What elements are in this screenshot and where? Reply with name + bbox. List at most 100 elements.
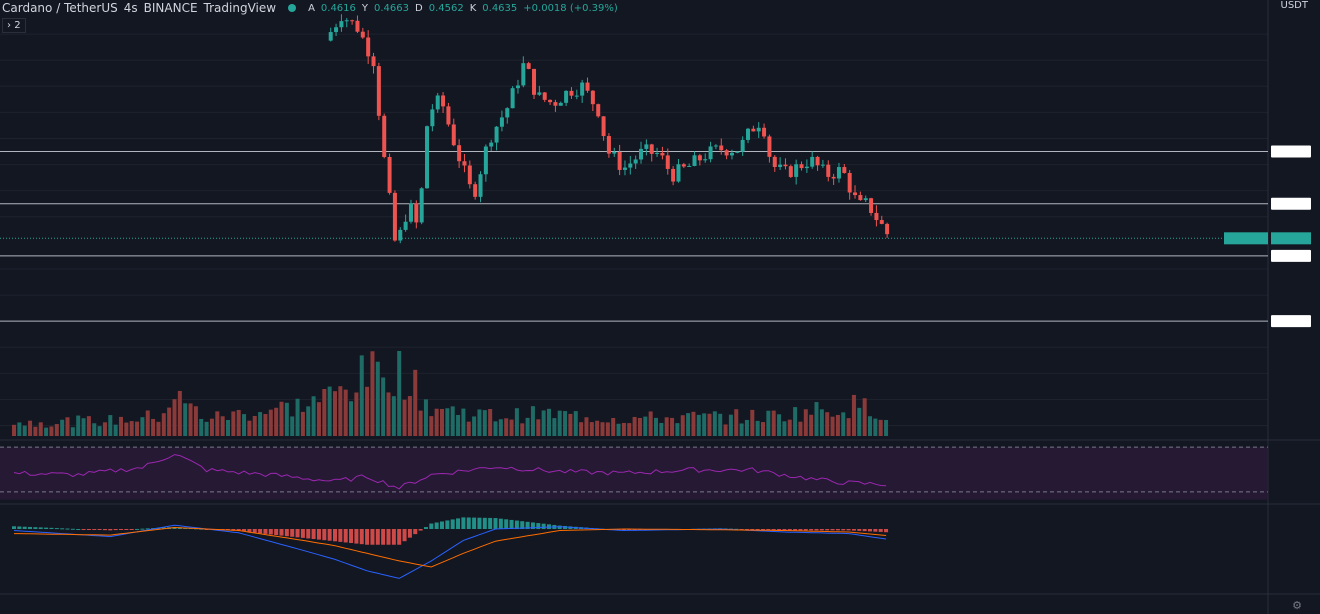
candle-body bbox=[762, 127, 767, 137]
candle-body bbox=[649, 144, 654, 154]
volume-bar bbox=[247, 420, 252, 436]
volume-bar bbox=[595, 420, 600, 436]
volume-bar bbox=[418, 410, 423, 436]
macd-histogram-bar bbox=[787, 529, 792, 531]
macd-histogram-bar bbox=[766, 529, 771, 530]
close-label: K bbox=[469, 2, 477, 14]
candle-body bbox=[430, 109, 435, 127]
macd-histogram-bar bbox=[252, 529, 257, 533]
chevron-icon: › bbox=[7, 20, 11, 31]
volume-bar bbox=[632, 416, 637, 436]
settings-gear-icon[interactable]: ⚙ bbox=[1292, 599, 1302, 612]
indicator-toggle[interactable]: › 2 bbox=[2, 18, 26, 33]
volume-bar bbox=[825, 412, 830, 436]
candle-body bbox=[660, 152, 665, 156]
macd-histogram-bar bbox=[868, 529, 872, 532]
candle-body bbox=[441, 95, 446, 107]
change-value: +0.0018 (+0.39%) bbox=[523, 2, 618, 14]
candle-body bbox=[371, 56, 376, 67]
volume-bar bbox=[851, 394, 856, 436]
macd-histogram-bar bbox=[761, 529, 765, 530]
candle-body bbox=[724, 150, 729, 156]
macd-histogram-bar bbox=[145, 528, 150, 530]
volume-bar bbox=[456, 414, 461, 436]
volume-bar bbox=[798, 421, 803, 436]
candle-body bbox=[366, 37, 371, 57]
candle-body bbox=[831, 176, 836, 179]
candle-body bbox=[457, 145, 462, 162]
volume-bar bbox=[338, 386, 343, 436]
volume-bar bbox=[835, 414, 840, 436]
macd-histogram-bar bbox=[386, 529, 391, 545]
candle-body bbox=[521, 63, 526, 86]
candle-body bbox=[387, 157, 392, 193]
interval-label[interactable]: 4s bbox=[123, 1, 138, 15]
candle-body bbox=[622, 167, 627, 170]
candle-body bbox=[692, 155, 697, 166]
candle-body bbox=[708, 146, 713, 160]
macd-histogram-bar bbox=[397, 529, 402, 545]
volume-bar bbox=[97, 426, 102, 436]
volume-bar bbox=[525, 417, 530, 436]
volume-bar bbox=[215, 411, 220, 436]
macd-histogram-bar bbox=[17, 526, 22, 529]
volume-bar bbox=[413, 369, 418, 436]
volume-bar bbox=[386, 392, 391, 436]
volume-bar bbox=[113, 424, 118, 436]
macd-histogram-bar bbox=[557, 525, 562, 529]
price-axis[interactable] bbox=[1224, 232, 1311, 245]
candle-body bbox=[601, 116, 606, 137]
candle-body bbox=[810, 156, 815, 167]
level-label-bg bbox=[1271, 145, 1311, 158]
volume-bar bbox=[472, 416, 477, 436]
candle-body bbox=[499, 117, 504, 127]
macd-histogram-bar bbox=[135, 528, 140, 530]
candle-body bbox=[735, 151, 740, 153]
candle-body bbox=[874, 212, 879, 221]
horizontal-levels[interactable] bbox=[0, 145, 1311, 328]
candle-body bbox=[826, 164, 831, 177]
volume-bar bbox=[375, 361, 380, 436]
volume-bar bbox=[830, 416, 835, 436]
macd-histogram-bar bbox=[536, 523, 541, 529]
symbol-title[interactable]: Cardano / TetherUS bbox=[2, 1, 118, 15]
candle-body bbox=[665, 155, 670, 169]
volume-bar bbox=[60, 419, 65, 436]
macd-histogram-bar bbox=[862, 529, 867, 532]
volume-bar bbox=[611, 417, 616, 436]
volume-bar bbox=[284, 402, 289, 436]
candle-body bbox=[606, 136, 611, 154]
macd-histogram-bar bbox=[54, 528, 59, 530]
macd-histogram-bar bbox=[290, 529, 295, 537]
volume-bar bbox=[327, 386, 332, 436]
volume-bar bbox=[226, 419, 230, 436]
volume-bar bbox=[605, 422, 610, 436]
candle-body bbox=[478, 174, 483, 197]
volume-bar bbox=[584, 417, 589, 436]
volume-bar bbox=[568, 413, 573, 436]
candle-body bbox=[853, 192, 858, 196]
open-label: A bbox=[308, 2, 315, 14]
currency-label[interactable]: USDT bbox=[1280, 0, 1308, 11]
volume-bar bbox=[145, 410, 150, 436]
macd-histogram-bar bbox=[102, 529, 107, 531]
volume-bar bbox=[782, 421, 787, 436]
macd-histogram-bar bbox=[316, 529, 321, 540]
candle-body bbox=[778, 164, 783, 167]
macd-histogram-bar bbox=[365, 529, 370, 545]
volume-bar bbox=[423, 399, 428, 436]
volume-bar bbox=[686, 413, 691, 436]
volume-bar bbox=[520, 423, 525, 436]
source-label: TradingView bbox=[203, 1, 277, 15]
candle-body bbox=[847, 172, 852, 193]
macd-histogram-bar bbox=[295, 529, 300, 538]
candle-body bbox=[489, 142, 494, 147]
macd-histogram-bar bbox=[92, 529, 97, 530]
volume-bar bbox=[402, 399, 407, 436]
macd-histogram-bar bbox=[65, 528, 70, 530]
candle-body bbox=[617, 151, 622, 170]
volume-bar bbox=[547, 408, 551, 436]
macd-histogram-bar bbox=[504, 519, 509, 529]
volume-bar bbox=[482, 410, 487, 436]
